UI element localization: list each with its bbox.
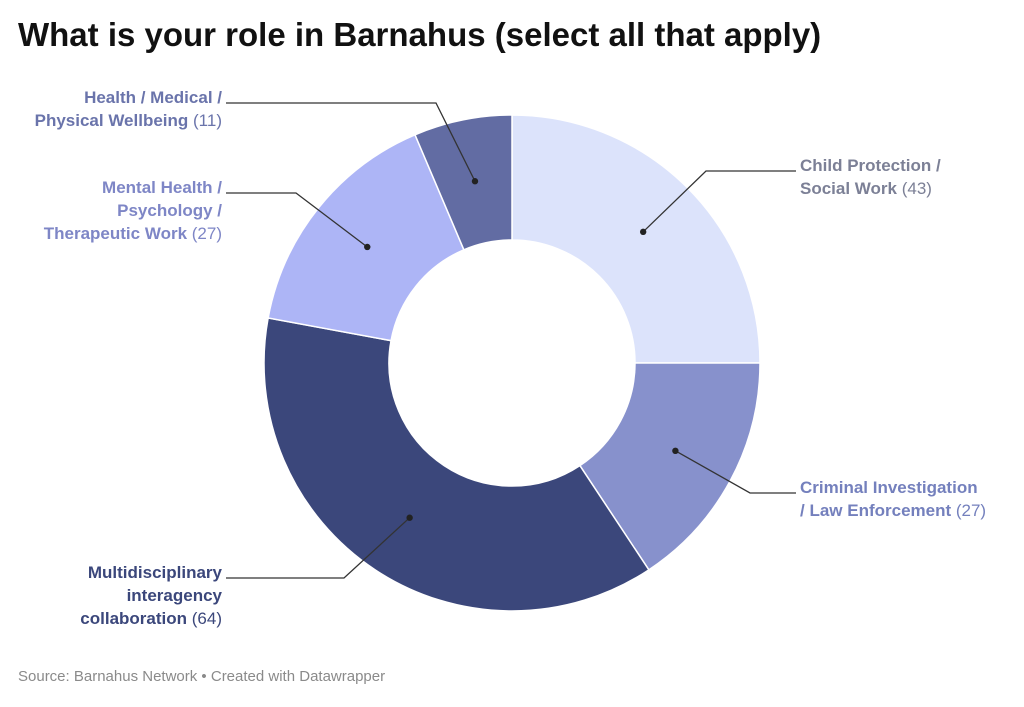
slice-value-multidisciplinary-interagency-collaboration: (64) xyxy=(187,609,222,628)
slice-label-criminal-investigation-law-enforcement-line-1: Criminal Investigation xyxy=(800,478,978,497)
slice-child-protection-social-work xyxy=(511,114,761,364)
chart-title: What is your role in Barnahus (select al… xyxy=(18,16,822,53)
leader-dot-mental-health-psychology-therapeutic-work xyxy=(364,243,371,251)
slice-labels: Child Protection / Social Work (43) Crimin… xyxy=(35,88,987,628)
slice-value-criminal-investigation-law-enforcement: (27) xyxy=(951,501,986,520)
slice-label-multidisciplinary-interagency-collaboration-line-3: collaboration (64) xyxy=(80,609,222,628)
leader-line-child-protection-social-work xyxy=(642,170,796,233)
leader-dot-multidisciplinary-interagency-collaboration xyxy=(406,514,413,521)
source-text: Source: Barnahus Network xyxy=(18,668,198,685)
slice-value-child-protection-social-work: (43) xyxy=(897,179,932,198)
leader-line-multidisciplinary-interagency-collaboration xyxy=(226,517,411,579)
leader-line-health-medical-physical-wellbeing xyxy=(226,102,476,182)
leader-dot-child-protection-social-work xyxy=(639,228,647,236)
footer-separator: • xyxy=(197,668,211,685)
slice-mental-health-psychology-therapeutic-work xyxy=(267,133,465,342)
leader-lines xyxy=(226,102,796,579)
slice-label-health-medical-physical-wellbeing-line-1: Health / Medical / xyxy=(84,88,222,107)
slice-health-medical-physical-wellbeing xyxy=(414,114,513,251)
slice-label-mental-health-psychology-therapeutic-work-line-3: Therapeutic Work (27) xyxy=(44,224,222,243)
slice-value-mental-health-psychology-therapeutic-work: (27) xyxy=(187,224,222,243)
leader-dot-criminal-investigation-law-enforcement xyxy=(672,447,679,455)
slice-label-child-protection-social-work-line-2: Social Work (43) xyxy=(800,179,932,198)
slice-label-multidisciplinary-interagency-collaboration-line-1: Multidisciplinary xyxy=(88,563,223,582)
slice-value-health-medical-physical-wellbeing: (11) xyxy=(188,111,222,130)
slice-label-criminal-investigation-law-enforcement-line-2: / Law Enforcement (27) xyxy=(800,501,986,520)
slice-label-health-medical-physical-wellbeing-line-2: Physical Wellbeing (11) xyxy=(35,111,222,130)
slice-label-child-protection-social-work-line-1: Child Protection / xyxy=(800,156,941,175)
slice-multidisciplinary-interagency-collaboration xyxy=(263,317,650,612)
leader-line-mental-health-psychology-therapeutic-work xyxy=(226,192,368,248)
slice-label-mental-health-psychology-therapeutic-work-line-1: Mental Health / xyxy=(102,178,222,197)
chart-footer: Source: Barnahus Network • Created with … xyxy=(18,668,385,685)
credit-text: Created with Datawrapper xyxy=(210,668,386,685)
slices xyxy=(263,114,761,612)
slice-label-mental-health-psychology-therapeutic-work-line-2: Psychology / xyxy=(117,201,222,220)
slice-label-multidisciplinary-interagency-collaboration-line-2: interagency xyxy=(127,586,223,605)
leader-line-criminal-investigation-law-enforcement xyxy=(675,450,796,494)
leader-dot-health-medical-physical-wellbeing xyxy=(471,178,479,185)
slice-criminal-investigation-law-enforcement xyxy=(578,362,761,571)
